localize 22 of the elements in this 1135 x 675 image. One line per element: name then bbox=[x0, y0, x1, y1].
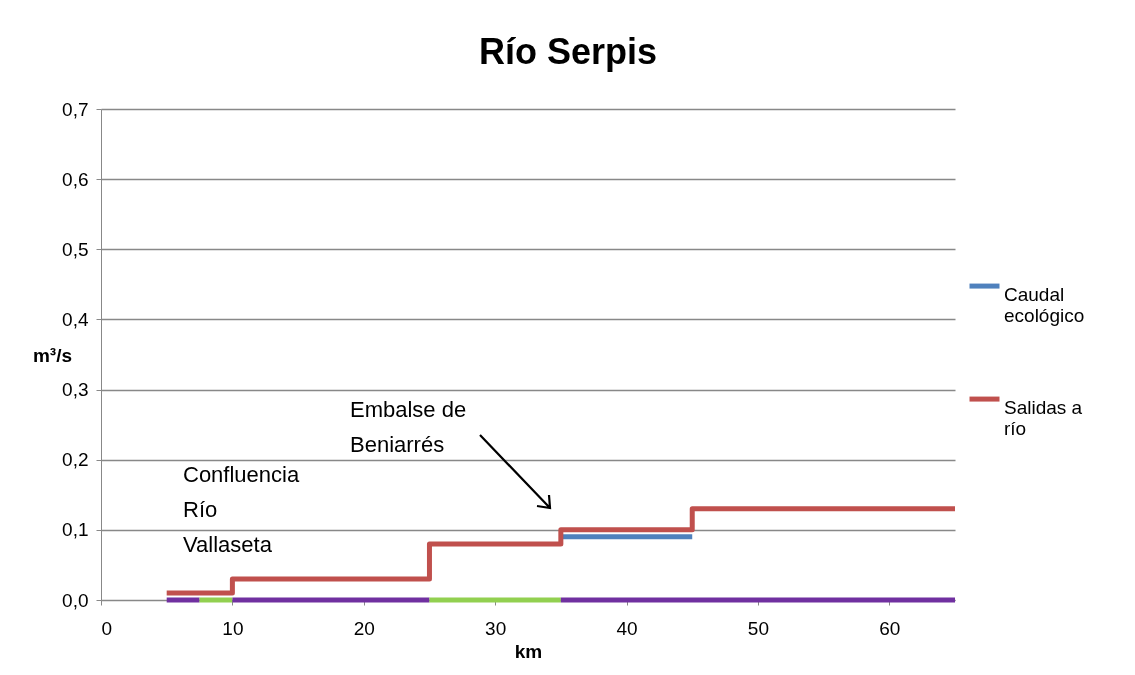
y-tick-label: 0,3 bbox=[62, 379, 89, 401]
x-tick-label: 20 bbox=[353, 617, 375, 639]
chart-title: Río Serpis bbox=[478, 31, 658, 72]
x-tick-label: 50 bbox=[747, 617, 769, 639]
legend-label: Caudal ecológico bbox=[1004, 284, 1085, 327]
x-tick-label: 0 bbox=[101, 617, 113, 639]
x-axis-title: km bbox=[514, 640, 543, 662]
annotation: Confluencia Río Vallaseta bbox=[183, 462, 300, 557]
x-tick-label: 60 bbox=[879, 617, 901, 639]
y-tick-label: 0,2 bbox=[62, 449, 89, 471]
y-axis-title: m³/s bbox=[32, 344, 73, 366]
y-tick-label: 0,5 bbox=[62, 238, 89, 260]
y-tick-label: 0,1 bbox=[62, 519, 89, 541]
y-tick-label: 0,6 bbox=[62, 168, 89, 190]
y-tick-label: 0,4 bbox=[62, 308, 89, 330]
y-tick-label: 0,0 bbox=[62, 589, 89, 611]
legend-label: Salidas a río bbox=[1004, 397, 1083, 440]
x-tick-label: 40 bbox=[616, 617, 638, 639]
x-tick-label: 10 bbox=[222, 617, 244, 639]
y-tick-label: 0,7 bbox=[62, 98, 89, 120]
annotation: Embalse de Beniarrés bbox=[350, 397, 467, 457]
x-tick-label: 30 bbox=[485, 617, 507, 639]
